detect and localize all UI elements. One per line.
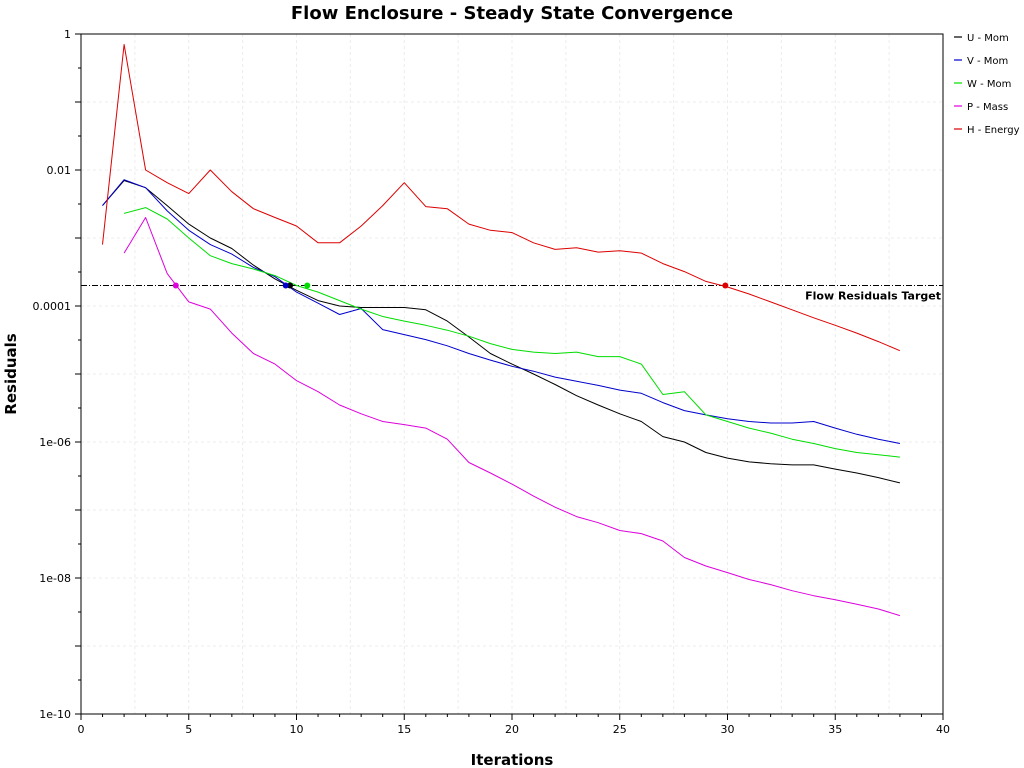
y-axis: 1 0.01 0.0001 1e-06 1e-08 1e-10 [33, 28, 81, 721]
series-line-w-mom [123, 207, 900, 458]
x-tick-label: 40 [936, 723, 950, 736]
target-marker [304, 282, 311, 289]
target-line-group: Flow Residuals Target [81, 285, 943, 303]
target-marker [282, 282, 289, 289]
grid-lines [80, 33, 944, 715]
y-axis-title: Residuals [2, 333, 20, 414]
y-tick-label: 0.01 [47, 164, 72, 177]
x-tick-label: 0 [78, 723, 85, 736]
legend-label: P - Mass [967, 102, 1008, 113]
target-markers [172, 282, 729, 289]
target-marker [722, 282, 729, 289]
y-tick-label: 1e-08 [39, 572, 71, 585]
x-tick-label: 15 [397, 723, 411, 736]
x-tick-label: 30 [721, 723, 735, 736]
x-axis-title: Iterations [471, 751, 554, 768]
legend-label: V - Mom [967, 56, 1008, 67]
y-tick-label: 1e-06 [39, 436, 71, 449]
chart-title: Flow Enclosure - Steady State Convergenc… [291, 3, 733, 24]
series-line-u-mom [102, 180, 901, 484]
legend-label: W - Mom [967, 79, 1011, 90]
series-line-h-energy [102, 44, 901, 352]
y-tick-label: 1 [64, 28, 71, 41]
target-label: Flow Residuals Target [805, 290, 941, 303]
x-tick-label: 5 [185, 723, 192, 736]
series-line-p-mass [123, 217, 901, 617]
x-tick-label: 25 [613, 723, 627, 736]
y-tick-label: 0.0001 [33, 300, 72, 313]
y-tick-label: 1e-10 [39, 708, 71, 721]
legend-label: U - Mom [967, 33, 1009, 44]
series-lines [102, 44, 901, 617]
target-marker [172, 282, 179, 289]
legend-label: H - Energy [967, 125, 1020, 136]
legend: U - Mom V - Mom W - Mom P - Mass H - Energy [954, 33, 1020, 136]
target-marker [287, 282, 294, 289]
x-axis: 0 5 10 15 20 25 30 35 40 [78, 714, 950, 736]
x-tick-label: 20 [505, 723, 519, 736]
x-tick-label: 35 [828, 723, 842, 736]
series-line-v-mom [102, 179, 900, 444]
x-tick-label: 10 [290, 723, 304, 736]
